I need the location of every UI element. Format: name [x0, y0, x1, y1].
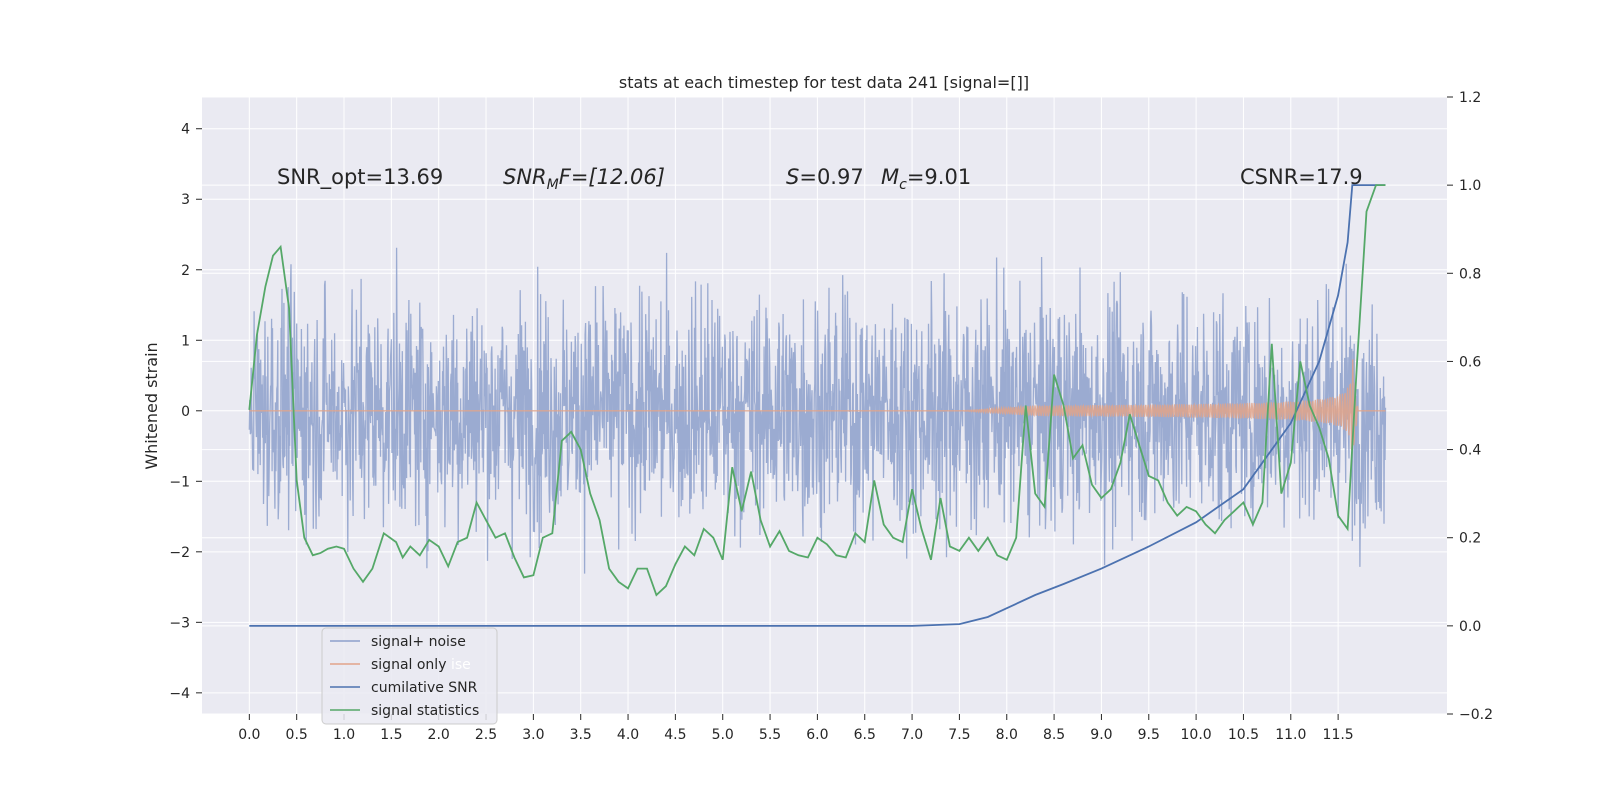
- y-tick-label-3: −1: [169, 474, 190, 490]
- legend-ghost-text: ise: [451, 657, 471, 673]
- y-right-tick-label-5: 0.8: [1459, 266, 1481, 282]
- annotation-snr-opt: SNR_opt=13.69: [277, 165, 443, 190]
- x-tick-label-21: 10.5: [1228, 727, 1259, 743]
- annotation-mc-subscript: c: [899, 177, 907, 193]
- x-tick-label-22: 11.0: [1275, 727, 1306, 743]
- data-series: [248, 184, 1387, 627]
- y-tick-label-4: 0: [181, 404, 190, 420]
- y-tick-label-6: 2: [181, 263, 190, 279]
- y-tick-label-2: −2: [169, 545, 190, 561]
- x-tick-label-15: 7.5: [948, 727, 970, 743]
- legend-label-signal-statistics: signal statistics: [371, 703, 479, 719]
- legend-label-signal-noise: signal+ noise: [371, 634, 466, 650]
- annotation-snr-mf-subscript: M: [547, 177, 559, 193]
- y-tick-label-7: 3: [181, 192, 190, 208]
- x-tick-label-18: 9.0: [1090, 727, 1112, 743]
- annotation-s: S=0.97: [786, 165, 864, 189]
- x-tick-label-16: 8.0: [996, 727, 1018, 743]
- y-right-tick-label-2: 0.2: [1459, 531, 1481, 547]
- x-tick-label-0: 0.0: [238, 727, 260, 743]
- chart-title: stats at each timestep for test data 241…: [619, 73, 1029, 92]
- x-tick-label-2: 1.0: [333, 727, 355, 743]
- x-tick-label-3: 1.5: [380, 727, 402, 743]
- annotation-mc: Mc=9.01: [881, 165, 971, 193]
- series-signal-only: [249, 359, 1386, 451]
- x-tick-label-12: 6.0: [806, 727, 828, 743]
- legend-label-cumulative-snr: cumilative SNR: [371, 680, 478, 696]
- y-right-tick-label-0: −0.2: [1459, 707, 1493, 723]
- x-tick-label-8: 4.0: [617, 727, 639, 743]
- x-tick-label-7: 3.5: [570, 727, 592, 743]
- annotation-csnr: CSNR=17.9: [1240, 165, 1363, 189]
- x-tick-label-13: 6.5: [854, 727, 876, 743]
- x-tick-label-5: 2.5: [475, 727, 497, 743]
- y-tick-label-1: −3: [169, 615, 190, 631]
- annotation-snr-mf: SNRMF=[12.06]: [503, 165, 665, 193]
- x-tick-label-11: 5.5: [759, 727, 781, 743]
- y-tick-label-0: −4: [169, 686, 190, 702]
- x-tick-label-17: 8.5: [1043, 727, 1065, 743]
- x-tick-label-14: 7.0: [901, 727, 923, 743]
- y-right-tick-label-3: 0.4: [1459, 443, 1481, 459]
- y-right-tick-label-7: 1.2: [1459, 90, 1481, 106]
- annotation-mc-value: =9.01: [907, 165, 971, 189]
- y-right-tick-label-4: 0.6: [1459, 354, 1481, 370]
- x-tick-label-19: 9.5: [1138, 727, 1160, 743]
- series-signal-statistics: [248, 184, 1386, 597]
- axes: 0.0 0.5 1.0 1.5 2.0 2.5 3.0 3.5 4.0 4.5 5.0 5.5 6.0 6…: [169, 90, 1493, 743]
- x-tick-label-10: 5.0: [712, 727, 734, 743]
- y-axis-label: Whitened strain: [142, 342, 161, 469]
- legend-label-signal-only: signal only: [371, 657, 446, 673]
- annotation-mc-label: M: [881, 165, 899, 189]
- x-tick-label-20: 10.0: [1181, 727, 1212, 743]
- annotation-s-label: S: [786, 165, 799, 189]
- x-tick-label-1: 0.5: [286, 727, 308, 743]
- y-tick-label-8: 4: [181, 122, 190, 138]
- annotations: SNR_opt=13.69 SNRMF=[12.06] S=0.97 Mc=9.…: [277, 165, 1363, 193]
- x-tick-label-4: 2.0: [428, 727, 450, 743]
- series-cumulative-snr: [249, 184, 1386, 627]
- series-signal-noise: [248, 247, 1387, 574]
- x-tick-label-9: 4.5: [664, 727, 686, 743]
- y-right-tick-label-1: 0.0: [1459, 619, 1481, 635]
- annotation-snr-mf-label: SNR: [503, 165, 547, 189]
- annotation-s-value: =0.97: [799, 165, 863, 189]
- y-right-tick-label-6: 1.0: [1459, 178, 1481, 194]
- y-tick-label-5: 1: [181, 333, 190, 349]
- x-tick-label-6: 3.0: [522, 727, 544, 743]
- legend-box: [321, 627, 498, 725]
- x-tick-label-23: 11.5: [1323, 727, 1354, 743]
- legend: ise signal+ noise signal only cumilative…: [321, 627, 498, 725]
- annotation-snr-mf-value: F=[12.06]: [559, 165, 665, 189]
